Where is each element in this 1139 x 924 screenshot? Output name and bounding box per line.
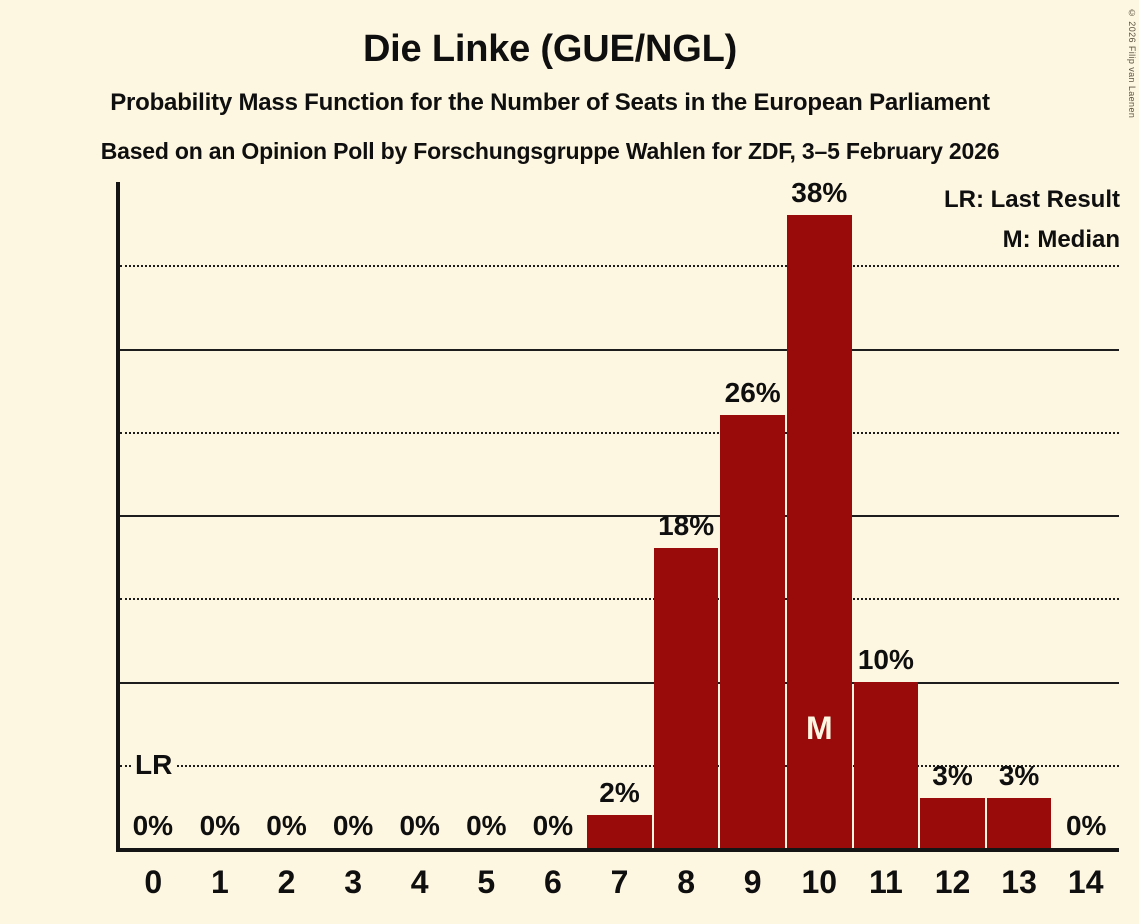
x-axis-tick-label: 14	[1067, 864, 1104, 900]
bar-value-label: 0%	[199, 810, 241, 841]
bar-value-label: 0%	[332, 810, 374, 841]
x-axis-tick-label: 2	[277, 864, 296, 900]
bar	[920, 798, 985, 848]
bar-value-label: 0%	[399, 810, 440, 841]
median-marker: M	[805, 710, 833, 746]
last-result-marker: LR	[132, 750, 176, 779]
gridline-minor	[120, 764, 1119, 767]
x-axis-tick-label: 1	[210, 864, 229, 900]
bar	[787, 215, 852, 848]
bar-value-label: 10%	[857, 643, 914, 675]
bar	[653, 548, 719, 848]
x-axis-tick-label: 7	[610, 864, 629, 900]
bar-value-label: 3%	[932, 760, 973, 792]
x-axis-tick-label: 5	[477, 864, 496, 900]
gridline-major	[120, 681, 1119, 684]
bar-value-label: 0%	[532, 810, 574, 841]
chart-subtitle: Probability Mass Function for the Number…	[110, 89, 990, 116]
x-axis-tick-label: 0	[144, 864, 163, 900]
gridline-minor	[120, 598, 1119, 601]
x-axis-tick-label: 8	[677, 864, 695, 900]
bar	[986, 798, 1052, 848]
x-axis-tick-label: 6	[543, 864, 562, 900]
gridline-major	[120, 348, 1119, 351]
legend-median: M: Median	[1002, 226, 1120, 253]
bar	[853, 681, 919, 848]
x-axis-tick-label: 12	[934, 864, 971, 900]
x-axis-tick-label: 13	[1001, 864, 1037, 900]
bar-value-label: 2%	[599, 776, 640, 808]
copyright-notice: © 2026 Filip van Laenen	[1127, 8, 1137, 119]
x-axis-line	[116, 848, 1119, 852]
bar-value-label: 0%	[132, 810, 174, 841]
x-axis-tick-label: 3	[344, 864, 362, 900]
x-axis-tick-label: 11	[868, 864, 903, 900]
bar-value-label: 26%	[724, 377, 781, 409]
legend-last-result: LR: Last Result	[943, 186, 1120, 213]
chart-source-note: Based on an Opinion Poll by Forschungsgr…	[100, 138, 1000, 164]
page-title: Die Linke (GUE/NGL)	[362, 28, 738, 70]
bar-value-label: 0%	[266, 810, 307, 841]
bar	[720, 415, 785, 848]
gridline-minor	[120, 431, 1119, 434]
bar-value-label: 0%	[1065, 810, 1107, 841]
x-axis-tick-label: 4	[410, 864, 429, 900]
x-axis-tick-label: 10	[801, 864, 838, 900]
bar-value-label: 38%	[791, 177, 848, 209]
bar	[587, 814, 652, 848]
bar-value-label: 0%	[466, 810, 507, 841]
y-axis-line	[116, 182, 120, 852]
bar-value-label: 3%	[998, 760, 1040, 792]
bar-value-label: 18%	[658, 510, 715, 542]
plot-area: 10%20%30% 0%0%0%0%0%0%0%2%18%26%38%M10%3…	[116, 177, 1119, 852]
gridline-major	[120, 515, 1119, 517]
x-axis-tick-label: 9	[743, 864, 762, 900]
gridline-minor	[120, 265, 1119, 268]
